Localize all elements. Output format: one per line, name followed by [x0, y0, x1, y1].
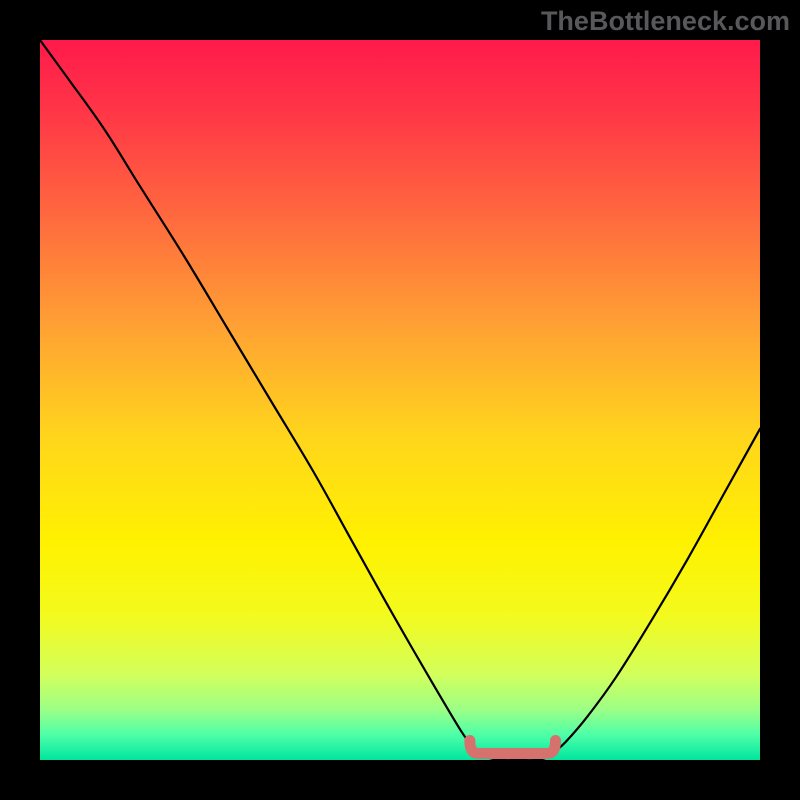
watermark-text: TheBottleneck.com — [541, 6, 790, 37]
bottleneck-chart — [0, 0, 800, 800]
plot-background — [40, 40, 760, 760]
